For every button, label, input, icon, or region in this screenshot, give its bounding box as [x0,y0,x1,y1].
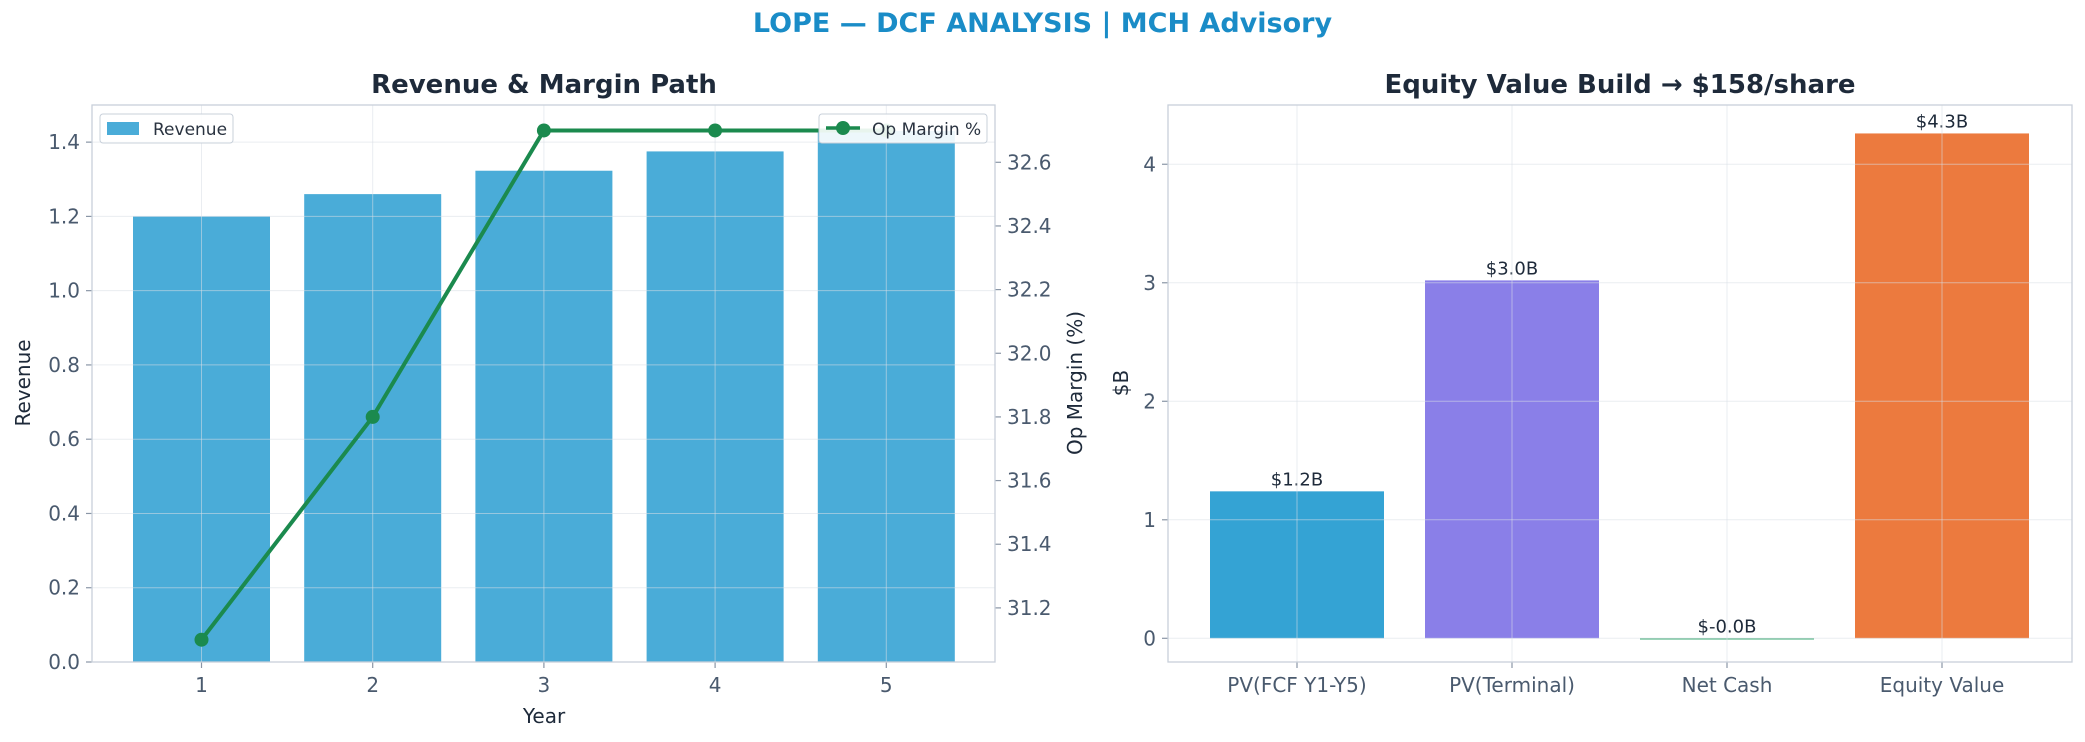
y-tick-label: 1.0 [48,279,80,303]
axis-ticks-left: 0.0 0.2 0.4 0.6 0.8 1.0 1.2 1.4 1 2 3 4 5 31.2 31.4 31.… [48,130,1051,697]
legend-revenue: Revenue [99,113,234,144]
y-tick-label: 4 [1143,152,1156,176]
y-axis-label-left: Revenue [11,339,35,426]
y2-tick-label: 32.2 [1007,278,1052,302]
x-tick-label: 4 [709,673,722,697]
y-tick-label: 0.4 [48,501,80,525]
y-tick-label: 2 [1143,389,1156,413]
y2-tick-label: 31.8 [1007,405,1052,429]
axis-ticks-right: 0 1 2 3 4 PV(FCF Y1-Y5) PV(Terminal) Net Cash Eq… [1143,152,2004,697]
y2-tick-label: 31.6 [1007,469,1052,493]
legend-op-margin-label: Op Margin % [872,120,981,140]
y-tick-label: 0.0 [48,650,80,674]
y2-tick-label: 32.4 [1007,214,1052,238]
x-tick-label: 5 [880,673,893,697]
revenue-bars [92,105,995,663]
x-tick-label: 1 [195,673,208,697]
x-tick-label: 2 [366,673,379,697]
y-axis-label-right: $B [1109,370,1133,396]
y2-axis-label: Op Margin (%) [1063,311,1087,455]
x-tick-label: PV(Terminal) [1449,673,1575,697]
plot-frame-right [1167,104,2073,663]
y2-tick-label: 31.4 [1007,532,1052,556]
y2-tick-label: 32.0 [1007,341,1052,365]
op-margin-point [708,123,723,138]
legend-op-margin-box [818,113,988,144]
y2-tick-label: 31.2 [1007,596,1052,620]
y-tick-label: 0.6 [48,427,80,451]
y-tick-label: 0.8 [48,353,80,377]
y-tick-label: 0 [1143,626,1156,650]
y-tick-label: 1.4 [48,130,80,154]
y-tick-label: 3 [1143,271,1156,295]
op-margin-point [536,123,551,138]
y-tick-label: 0.2 [48,576,80,600]
equity-bars: $1.2B$3.0B$-0.0B$4.3B [1168,105,2072,662]
chart-title-right: Equity Value Build → $158/share [1384,70,1855,100]
legend-revenue-swatch [107,122,139,135]
legend-revenue-label: Revenue [153,120,227,140]
x-tick-label: PV(FCF Y1-Y5) [1227,673,1366,697]
x-tick-label: 3 [538,673,551,697]
op-margin-line [194,123,894,647]
y2-tick-label: 32.6 [1007,150,1052,174]
x-tick-label: Equity Value [1880,673,2005,697]
x-axis-label-left: Year [522,704,566,728]
legend-op-margin-marker [836,121,850,135]
y-tick-label: 1.2 [48,204,80,228]
legend-revenue-box [99,113,234,144]
y-tick-label: 1 [1143,508,1156,532]
x-tick-label: Net Cash [1682,673,1773,697]
figure-title: LOPE — DCF ANALYSIS | MCH Advisory [752,8,1333,39]
equity-value-chart: Equity Value Build → $158/share $1.2B$3.… [1109,70,2073,697]
revenue-margin-chart: Revenue & Margin Path 0.0 0.2 0.4 0.6 0.8 1.0… [11,70,1087,728]
plot-frame-left [91,104,996,663]
legend-op-margin: Op Margin % [818,113,988,144]
op-margin-point [194,632,209,647]
op-margin-point [365,409,380,424]
chart-title-left: Revenue & Margin Path [371,70,717,100]
